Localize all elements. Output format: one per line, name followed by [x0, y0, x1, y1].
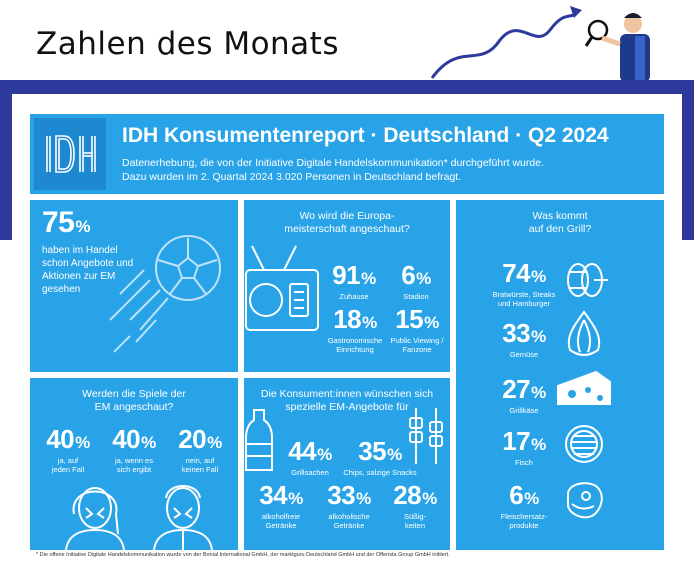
steak-icon — [567, 482, 603, 519]
stat-sweets: 28% Süßig- keiten — [393, 480, 437, 530]
fish-grill-icon — [565, 425, 603, 463]
report-title: IDH Konsumentenreport · Deutschland · Q2… — [122, 124, 609, 147]
stat-chips: 35% Chips, salzige Snacks — [343, 436, 417, 477]
sausage-icon — [567, 263, 608, 297]
grill-card: Was kommt auf den Grill? 74% Bratwürste,… — [456, 200, 664, 550]
watch-games-title-line1: Werden die Spiele der — [82, 388, 186, 400]
stat-grill-items: 44% Grillsachen — [288, 436, 332, 477]
viewing-location-title: Wo wird die Europa- meisterschaft angesc… — [244, 210, 450, 236]
offers-text: haben im Handel schon Angebote und Aktio… — [42, 245, 134, 295]
stat-fish: 17% Fisch — [502, 426, 546, 467]
stat-stadium: 6% Stadion — [401, 260, 431, 301]
stat-home: 91% Zuhause — [332, 260, 376, 301]
growth-arrow-illustration — [430, 6, 650, 82]
stat-yes-definitely: 40% ja, auf jeden Fall — [46, 424, 90, 474]
stat-sausages: 74% Bratwürste, Steaks und Hamburger — [492, 258, 556, 308]
footnote: * Die offene Initiative Digitale Handels… — [36, 552, 450, 558]
stat-meat-substitute: 6% Fleischersatz- produkte — [500, 480, 548, 530]
idh-logo — [34, 118, 106, 190]
special-offers-card: Die Konsument:innen wünschen sich spezie… — [244, 378, 450, 550]
stat-gastronomy: 18% Gastronomische Einrichtung — [327, 304, 383, 354]
viewing-location-card: Wo wird die Europa- meisterschaft angesc… — [244, 200, 450, 372]
offers-seen-card: 75% haben im Handel schon Angebote und A… — [30, 200, 238, 372]
watch-games-title: Werden die Spiele der EM angeschaut? — [30, 388, 238, 414]
report-subtitle-line1: Datenerhebung, die von der Initiative Di… — [122, 157, 544, 169]
special-offers-title-line1: Die Konsument:innen wünschen sich — [260, 388, 434, 400]
report-subtitle-line2: Dazu wurden im 2. Quartal 2024 3.020 Per… — [122, 171, 462, 183]
skewer-icon — [409, 408, 443, 464]
football-icon — [109, 235, 221, 353]
grill-title-line1: Was kommt — [532, 210, 588, 222]
stat-grill-cheese: 27% Grillkäse — [502, 374, 546, 415]
grill-title: Was kommt auf den Grill? — [456, 210, 664, 236]
stat-soft-drinks: 34% alkoholfreie Getränke — [259, 480, 303, 530]
onion-icon — [567, 310, 601, 356]
viewing-location-title-line2: meisterschaft angeschaut? — [284, 223, 410, 235]
stat-public-viewing: 15% Public Viewing / Fanzone — [390, 304, 444, 354]
watch-games-card: Werden die Spiele der EM angeschaut? 40%… — [30, 378, 238, 550]
stat-no: 20% nein, auf keinen Fall — [178, 424, 222, 474]
stat-alcoholic-drinks: 33% alkoholische Getränke — [327, 480, 371, 530]
tv-icon — [245, 245, 319, 331]
grill-title-line2: auf den Grill? — [528, 223, 592, 235]
idh-logo-icon — [46, 135, 96, 173]
watch-games-title-line2: EM angeschaut? — [94, 401, 174, 413]
bottle-icon — [245, 409, 273, 471]
page-title: Zahlen des Monats — [36, 26, 339, 62]
special-offers-title: Die Konsument:innen wünschen sich spezie… — [244, 388, 450, 414]
report-header-card: IDH Konsumentenreport · Deutschland · Q2… — [30, 114, 664, 194]
offers-value: 75% — [42, 206, 90, 239]
woman-fan-icon — [65, 487, 125, 550]
special-offers-title-line2: spezielle EM-Angebote für — [285, 401, 409, 413]
stat-yes-maybe: 40% ja, wenn es sich ergibt — [112, 424, 156, 474]
man-fan-icon — [153, 485, 213, 550]
report-subtitle: Datenerhebung, die von der Initiative Di… — [122, 156, 652, 184]
viewing-location-title-line1: Wo wird die Europa- — [299, 210, 395, 222]
stat-vegetables: 33% Gemüse — [502, 318, 546, 359]
cheese-icon — [557, 370, 611, 405]
